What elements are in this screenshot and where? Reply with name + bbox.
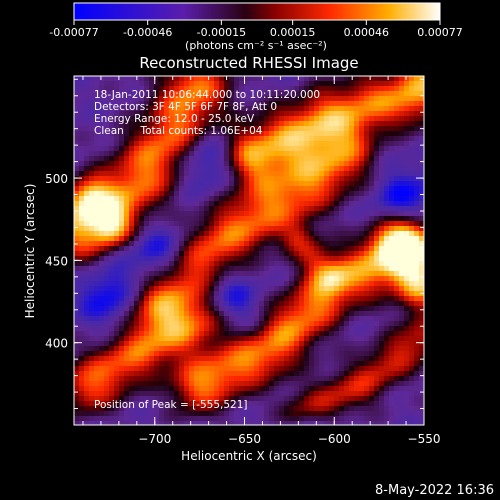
heatmap-image [74, 76, 424, 425]
annotation-counts: Clean Total counts: 1.06E+04 [94, 125, 263, 137]
y-axis-label: Heliocentric Y (arcsec) [23, 184, 37, 319]
plot-frame [73, 75, 425, 426]
x-tick-label: −650 [228, 432, 261, 446]
x-tick-label: −700 [138, 432, 171, 446]
colorbar-tick-label: 0.00015 [270, 26, 316, 39]
colorbar-tick-label: -0.00077 [49, 26, 98, 39]
axis-ticks: −700 −650 −600 −550 400 450 500 [45, 76, 440, 446]
footer-date: 8-May-2022 16:36 [375, 483, 494, 498]
annotation-block: 18-Jan-2011 10:06:44.000 to 10:11:20.000… [94, 89, 320, 137]
y-tick-label: 400 [45, 337, 68, 351]
colorbar-ticks: -0.00077 -0.00046 -0.00015 0.00015 0.00046 0.… [49, 20, 463, 39]
colorbar-unit-label: (photons cm⁻² s⁻¹ asec⁻²) [185, 39, 327, 52]
x-tick-label: −550 [408, 432, 441, 446]
y-tick-label: 450 [45, 254, 68, 268]
x-tick-label: −600 [318, 432, 351, 446]
colorbar-tick-label: 0.00077 [417, 26, 463, 39]
colorbar [73, 2, 441, 21]
annotation-detectors: Detectors: 3F 4F 5F 6F 7F 8F, Att 0 [94, 101, 277, 113]
colorbar-tick-label: 0.00046 [344, 26, 390, 39]
x-axis-label: Heliocentric X (arcsec) [181, 449, 317, 463]
peak-position-label: Position of Peak = [-555,521] [94, 399, 248, 411]
annotation-time: 18-Jan-2011 10:06:44.000 to 10:11:20.000 [94, 89, 320, 101]
annotation-energy: Energy Range: 12.0 - 25.0 keV [94, 113, 255, 125]
y-tick-label: 500 [45, 172, 68, 186]
chart-title: Reconstructed RHESSI Image [139, 54, 358, 72]
colorbar-tick-label: -0.00046 [123, 26, 172, 39]
colorbar-tick-label: -0.00015 [197, 26, 246, 39]
